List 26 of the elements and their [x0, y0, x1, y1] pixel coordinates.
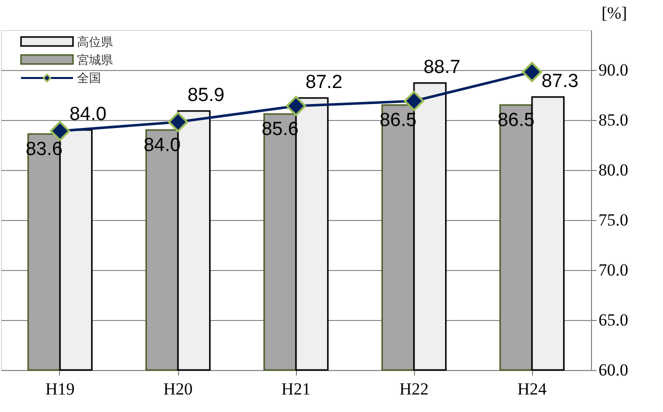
y-tick-label: 75.0	[598, 210, 628, 230]
point	[404, 90, 424, 112]
x-tick-label: H21	[281, 380, 311, 398]
y-tick-label: 90.0	[598, 60, 628, 80]
y-tick-label: 70.0	[598, 260, 628, 280]
data-label: 88.7	[423, 57, 460, 78]
data-label: 85.9	[187, 85, 224, 106]
data-label: 87.2	[305, 72, 342, 93]
y-axis-title: [%]	[602, 4, 627, 22]
point	[522, 62, 542, 82]
legend-label: 全国	[77, 71, 101, 85]
y-tick-label: 80.0	[598, 160, 628, 180]
point	[168, 112, 188, 132]
point	[50, 120, 70, 142]
x-tick-label: H22	[399, 380, 429, 398]
x-tick-label: H20	[163, 380, 193, 398]
x-tick-label: H19	[45, 380, 75, 398]
legend-label: 宮城県	[77, 53, 113, 67]
x-tick-label: H24	[517, 380, 548, 398]
data-label: 87.3	[541, 71, 578, 92]
legend-label: 高位県	[77, 35, 113, 49]
point	[286, 96, 306, 116]
y-tick-label: 85.0	[598, 110, 628, 130]
y-tick-label: 65.0	[598, 310, 628, 330]
y-tick-label: 60.0	[598, 360, 628, 380]
data-label: 84.0	[69, 104, 106, 125]
